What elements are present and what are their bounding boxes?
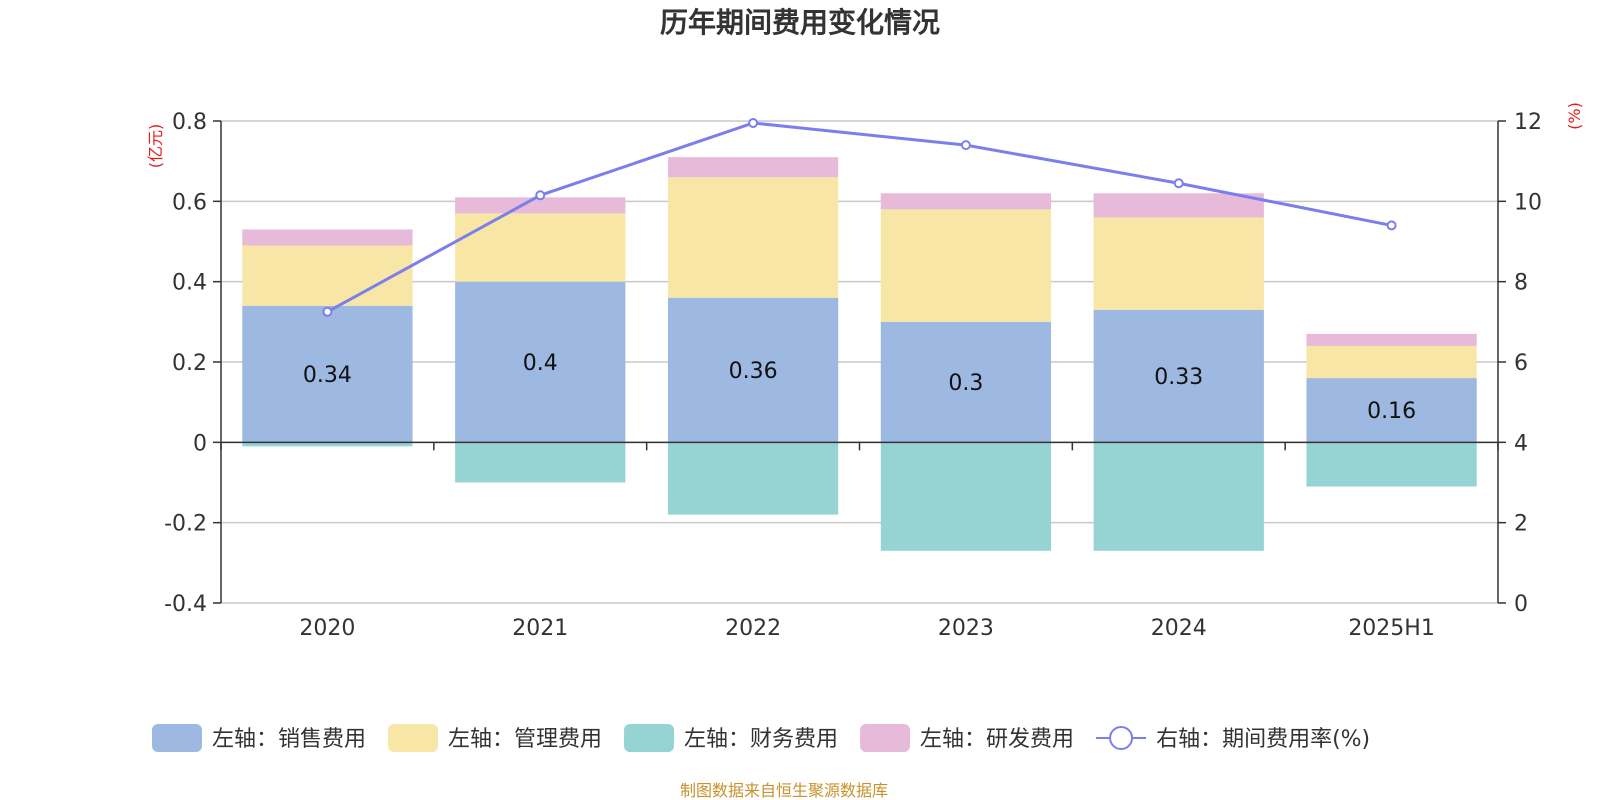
bar-segment (455, 213, 626, 282)
bar-segment (1306, 442, 1477, 487)
left-tick-label: -0.2 (164, 512, 207, 537)
right-tick-label: 12 (1514, 110, 1542, 135)
category-label: 2022 (725, 616, 781, 641)
right-tick-label: 10 (1514, 190, 1542, 215)
legend-marker (1109, 726, 1134, 750)
legend-label: 左轴：销售费用 (212, 727, 366, 752)
legend-label: 左轴：财务费用 (684, 727, 838, 752)
bar-segment (880, 209, 1052, 322)
right-tick-label: 0 (1514, 592, 1528, 617)
legend-swatch (388, 724, 439, 752)
bar-data-label: 0.16 (1367, 399, 1416, 424)
bar-segment (667, 177, 839, 298)
left-tick-label: 0.6 (172, 190, 207, 215)
bar-segment (667, 157, 839, 178)
chart-title: 历年期间费用变化情况 (660, 6, 940, 39)
rate-point (1386, 220, 1397, 231)
rate-point (960, 140, 971, 151)
source-note: 制图数据来自恒生聚源数据库 (680, 781, 888, 800)
bar-data-label: 0.36 (729, 359, 778, 384)
left-tick-label: 0 (193, 431, 207, 456)
bar-data-label: 0.3 (948, 371, 983, 396)
bar-segment (1093, 309, 1264, 443)
category-label: 2023 (938, 616, 994, 641)
right-tick-label: 2 (1514, 512, 1528, 537)
bar-segment (667, 442, 839, 515)
bar-segment (1306, 378, 1477, 443)
bar-segment (455, 442, 626, 483)
bar-segment (1093, 217, 1264, 310)
right-tick-label: 8 (1514, 271, 1528, 296)
bar-segment (880, 193, 1052, 210)
axes: -0.4 -0.2 0 0.2 0.4 0.6 0.8 0 2 4 6 8 10 12 2020 2021 20… (164, 110, 1542, 641)
data-labels: 0.34 0.4 0.36 0.3 0.33 0.16 (303, 351, 1416, 424)
legend-swatch (860, 724, 911, 752)
bar-segment (880, 321, 1052, 443)
bar-segment (242, 245, 413, 306)
category-label: 2020 (299, 616, 355, 641)
rate-point (748, 118, 759, 129)
legend-label: 左轴：管理费用 (448, 727, 602, 752)
bar-segment (880, 442, 1052, 551)
legend-label: 右轴：期间费用率(%) (1156, 727, 1370, 752)
rate-point (535, 190, 546, 201)
left-axis-unit: (亿元) (146, 124, 165, 169)
category-label: 2025H1 (1348, 616, 1435, 641)
bar-data-label: 0.34 (303, 363, 352, 388)
bar-segment (1093, 442, 1264, 551)
bar-data-label: 0.33 (1154, 365, 1203, 390)
bar-segment (242, 442, 413, 447)
bar-segment (455, 197, 626, 214)
bar-segment (667, 297, 839, 443)
left-tick-label: 0.8 (172, 110, 207, 135)
left-tick-label: 0.4 (172, 271, 207, 296)
bar-data-label: 0.4 (523, 351, 558, 376)
bars (242, 157, 1477, 551)
right-tick-label: 6 (1514, 351, 1528, 376)
rate-line-path (326, 121, 1392, 314)
legend-swatch (624, 724, 675, 752)
legend: 左轴：销售费用 左轴：管理费用 左轴：财务费用 左轴：研发费用 右轴：期间费用率(%) (152, 724, 1370, 752)
rate-point (322, 306, 333, 317)
bar-segment (1093, 193, 1264, 218)
legend-label: 左轴：研发费用 (920, 727, 1074, 752)
rate-point (1173, 178, 1184, 189)
right-axis-unit: (%) (1565, 102, 1584, 130)
rate-line (322, 118, 1397, 317)
left-tick-label: -0.4 (164, 592, 207, 617)
bar-segment (1306, 333, 1477, 346)
bar-segment (242, 229, 413, 246)
bar-segment (1306, 345, 1477, 379)
bar-segment (455, 281, 626, 443)
bar-segment (242, 305, 413, 443)
left-tick-label: 0.2 (172, 351, 207, 376)
category-label: 2021 (512, 616, 568, 641)
right-tick-label: 4 (1514, 431, 1528, 456)
category-label: 2024 (1151, 616, 1207, 641)
legend-swatch (152, 724, 202, 752)
